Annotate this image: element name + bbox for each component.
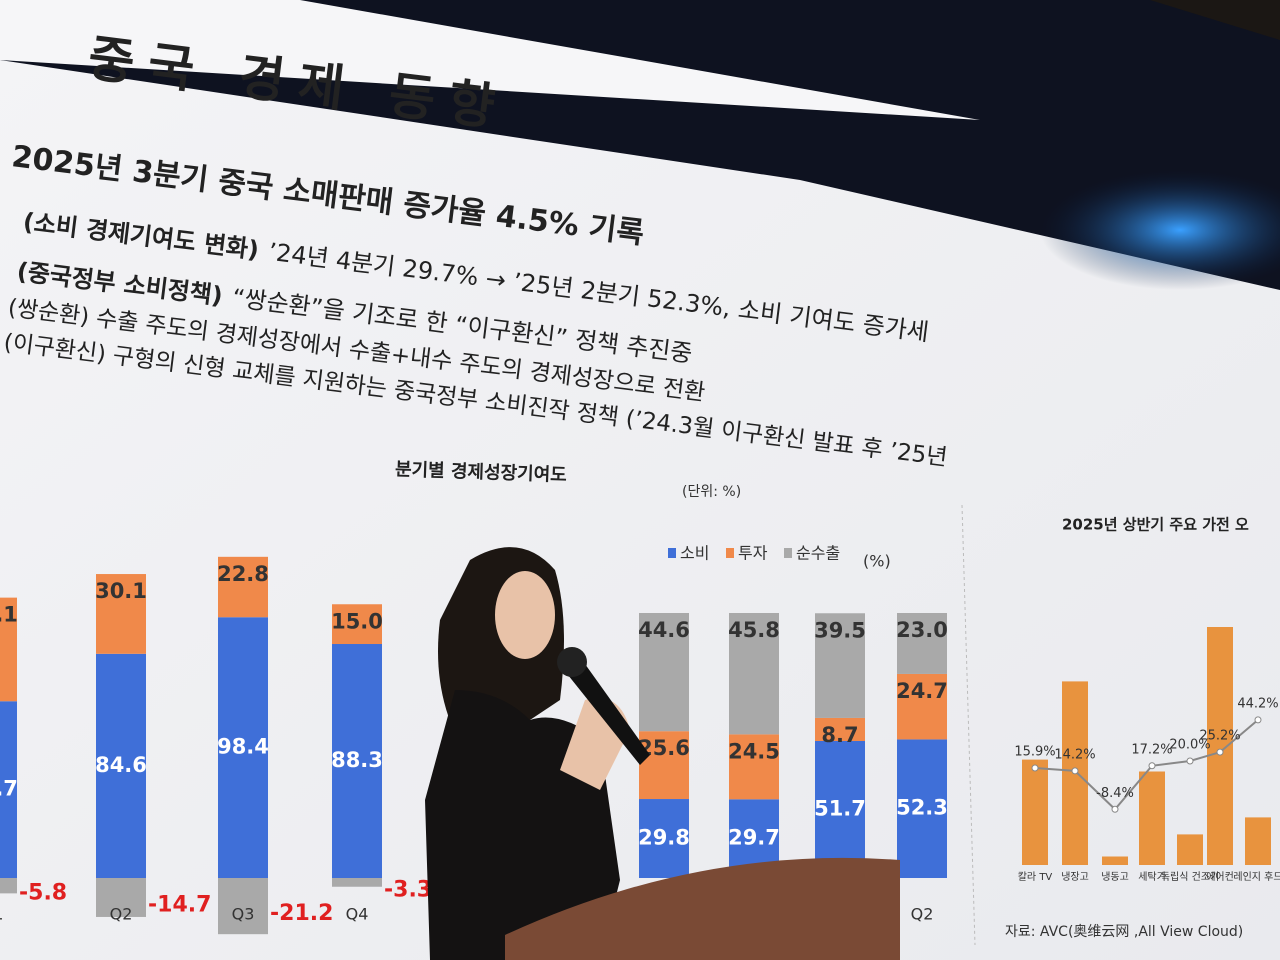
x-tick-label: 독립식 건조기 [1161, 870, 1219, 883]
x-tick-label: 세탁기 [1138, 871, 1166, 883]
x-tick-label: Q1 [0, 905, 3, 924]
line-point [1254, 716, 1262, 724]
bar-segment [96, 574, 146, 654]
bar-label: 39.5 [814, 618, 866, 642]
bar-segment [897, 613, 947, 674]
x-tick-label: Q2 [110, 905, 133, 924]
bar-label: -5.8 [19, 881, 67, 906]
bar-segment [218, 878, 268, 935]
bar-segment [0, 597, 17, 702]
x-tick-label: Q2 [911, 905, 934, 924]
bar-segment [639, 731, 689, 800]
bar [1022, 759, 1048, 865]
bar-label: 23.0 [896, 618, 948, 642]
bar [1102, 856, 1128, 865]
bar-label: 44.6 [638, 618, 690, 642]
bar-segment [96, 878, 146, 917]
face [495, 571, 555, 659]
bar-segment [332, 604, 382, 645]
source: 자료: AVC(奥维云网 ,All View Cloud) [1005, 923, 1243, 940]
bar-label: 15.0 [331, 609, 383, 633]
line-label: 44.2% [1237, 696, 1278, 711]
divider [961, 504, 976, 946]
speaker [425, 547, 900, 960]
x-tick-label: Q3 [232, 905, 255, 924]
bar-segment [218, 617, 268, 878]
x-tick-label: 레인지 후드 [1233, 871, 1280, 883]
bar-segment [639, 613, 689, 732]
bar-segment [815, 740, 865, 878]
x-tick-label: 냉장고 [1061, 871, 1089, 883]
bar-segment [897, 739, 947, 878]
bar [1177, 834, 1203, 865]
legend-unit: (%) [863, 552, 891, 571]
bar-segment [815, 717, 865, 741]
bar-segment [332, 878, 382, 887]
line-label: 15.9% [1014, 744, 1055, 759]
mic-head [557, 647, 587, 677]
bar-label: -3.3 [384, 877, 432, 902]
header-light [0, 0, 980, 120]
line-point [1216, 748, 1224, 756]
legend-swatch [668, 548, 676, 558]
line-point [1031, 764, 1039, 772]
line-point [1186, 757, 1194, 765]
x-tick-label: Q4 [346, 905, 369, 924]
line-label: 25.2% [1199, 729, 1240, 744]
x-tick-label: 냉동고 [1101, 871, 1129, 883]
chart-unit: (단위: %) [682, 484, 741, 500]
bar-segment [815, 613, 865, 718]
legend-label: 투자 [738, 544, 768, 563]
bar-label: -21.2 [270, 901, 333, 926]
bar-label: 52.3 [896, 796, 948, 820]
legend-swatch [726, 548, 734, 558]
line-label: 17.2% [1131, 742, 1172, 757]
legend-label: 순수출 [796, 544, 840, 563]
bar-segment [729, 613, 779, 735]
line-label: 20.0% [1169, 738, 1210, 753]
bar-label: 29.7 [728, 826, 780, 850]
bar-segment [729, 734, 779, 800]
bar [1139, 771, 1165, 865]
microphone [560, 650, 650, 765]
line-label: 14.2% [1054, 747, 1095, 762]
bar-label: 22.8 [217, 562, 269, 586]
right-chart-title: 2025년 상반기 주요 가전 오 [1062, 516, 1249, 534]
bar-segment [0, 878, 17, 894]
bar-label: 88.3 [331, 748, 383, 772]
line-point [1148, 762, 1156, 770]
bar-label: 24.5 [728, 739, 780, 763]
bar [1245, 817, 1271, 865]
bar-label: 39.1 [0, 603, 18, 627]
bar-label: 51.7 [814, 796, 866, 820]
bar-segment [0, 701, 17, 878]
bar-segment [332, 644, 382, 878]
line-point [1071, 767, 1079, 775]
bar-segment [897, 673, 947, 740]
bar-label: 66.7 [0, 777, 18, 801]
bar-label: 45.8 [728, 618, 780, 642]
bar-label: 84.6 [95, 753, 147, 777]
bar-label: 24.7 [896, 679, 948, 703]
bar-label: 30.1 [95, 579, 147, 603]
bar-label: 8.7 [821, 723, 858, 747]
legend-swatch [784, 548, 792, 558]
bar [1207, 627, 1233, 865]
bar-segment [96, 653, 146, 878]
line-point [1111, 805, 1119, 813]
x-tick-label: 에어컨 [1206, 871, 1234, 883]
podium [505, 857, 900, 960]
header-glow [1040, 170, 1280, 290]
bar-segment [639, 799, 689, 878]
bar-segment [218, 556, 268, 618]
bar-label: 98.4 [217, 735, 269, 759]
legend-label: 소비 [680, 544, 709, 563]
x-tick-label: 칼라 TV [1018, 870, 1053, 883]
bar-label: 29.8 [638, 826, 690, 850]
bar-label: -14.7 [148, 892, 211, 917]
line-label: -8.4% [1096, 786, 1134, 801]
